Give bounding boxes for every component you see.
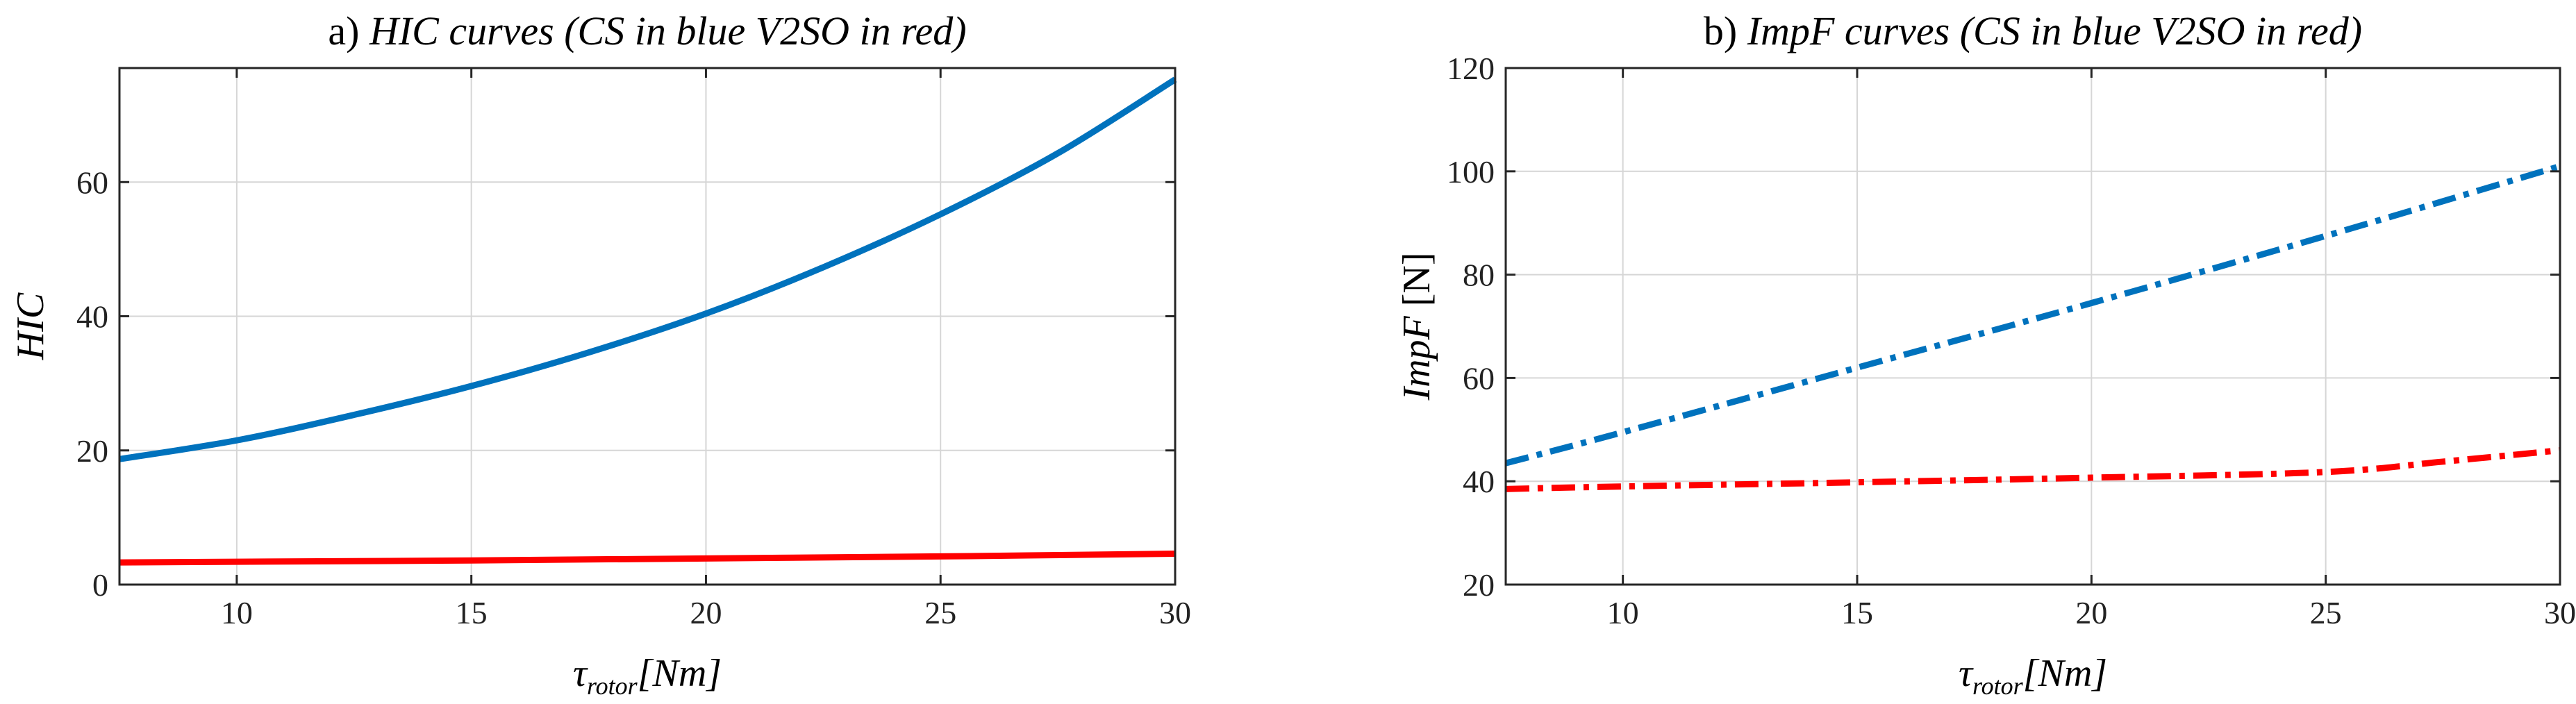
chart-a-xtick-label: 15 xyxy=(456,595,488,630)
chart-a-ytick-label: 40 xyxy=(76,299,108,335)
chart-a-axes-frame xyxy=(118,67,1177,586)
chart-b-series-cs-line xyxy=(1504,163,2561,467)
chart-b-ytick-label: 100 xyxy=(1447,154,1495,190)
chart-b-xtick-label: 10 xyxy=(1607,595,1639,630)
chart-b-title: b) ImpF curves (CS in blue V2SO in red) xyxy=(1704,8,2362,53)
chart-a-ytick-label: 60 xyxy=(76,165,108,200)
chart-a-xtick-label: 30 xyxy=(1159,595,1191,630)
chart-b-ytick-label: 20 xyxy=(1463,567,1495,603)
chart-b-ytick-label: 120 xyxy=(1447,51,1495,86)
chart-b-ticks: 10 15 20 25 30 20 40 60 80 100 120 xyxy=(1447,51,2576,630)
chart-b-ytick-label: 40 xyxy=(1463,464,1495,499)
chart-a-xtick-label: 20 xyxy=(690,595,722,630)
chart-a-series-v2so-line xyxy=(119,551,1176,566)
chart-a-xlabel: τrotor[Nm] xyxy=(573,652,722,700)
chart-b-ytick-label: 80 xyxy=(1463,258,1495,293)
chart-b-xtick-label: 20 xyxy=(2075,595,2107,630)
chart-a-xtick-label: 25 xyxy=(924,595,956,630)
chart-b-xtick-label: 15 xyxy=(1841,595,1873,630)
chart-b-grid xyxy=(1506,67,2561,585)
chart-b-xtick-label: 30 xyxy=(2544,595,2576,630)
chart-b-xlabel: τrotor[Nm] xyxy=(1959,652,2107,700)
chart-a-title: a) HIC curves (CS in blue V2SO in red) xyxy=(328,8,966,53)
chart-a-ytick-label: 0 xyxy=(92,567,108,603)
chart-a: 10 15 20 25 30 0 20 40 60 a) HIC curves (CS in b… xyxy=(9,8,1191,700)
chart-b-series xyxy=(1504,163,2561,492)
chart-a-series xyxy=(119,76,1177,566)
chart-b-series-v2so-line xyxy=(1505,447,2561,492)
chart-b-ylabel: ImpF [N] xyxy=(1395,252,1438,401)
chart-b-ytick-label: 60 xyxy=(1463,360,1495,396)
chart-a-ylabel: HIC xyxy=(9,292,52,360)
chart-a-series-cs-line xyxy=(119,76,1177,462)
chart-a-ytick-label: 20 xyxy=(76,433,108,469)
chart-b-xtick-label: 25 xyxy=(2310,595,2342,630)
chart-b: 10 15 20 25 30 20 40 60 80 100 120 b) ImpF curves … xyxy=(1395,8,2576,700)
chart-a-ticks: 10 15 20 25 30 0 20 40 60 xyxy=(76,68,1191,630)
chart-a-xtick-label: 10 xyxy=(221,595,253,630)
chart-a-grid xyxy=(119,68,1176,585)
chart-b-axes-frame xyxy=(1504,67,2561,586)
